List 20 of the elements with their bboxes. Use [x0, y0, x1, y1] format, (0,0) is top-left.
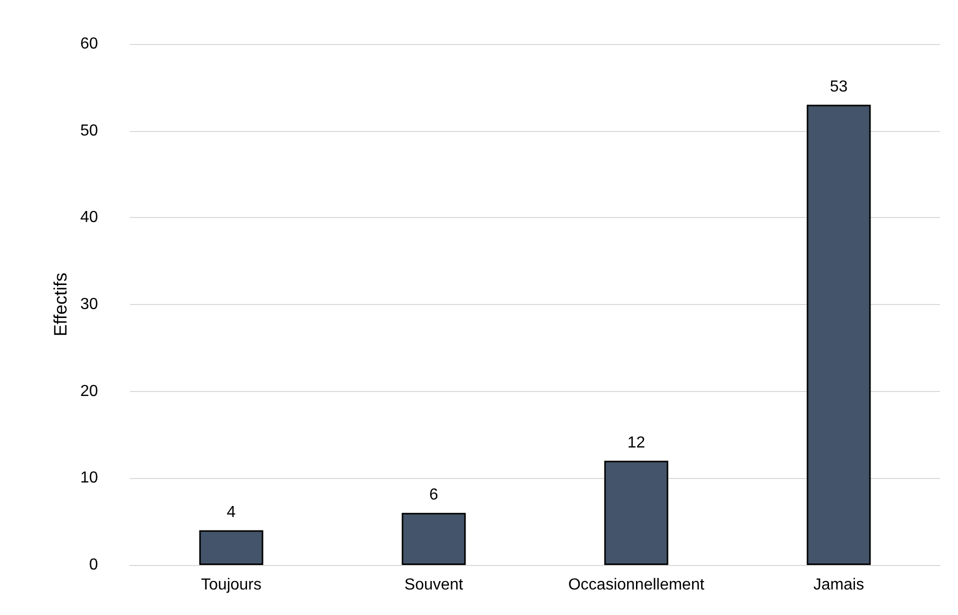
- y-tick-label: 10: [80, 470, 98, 487]
- y-tick-label: 20: [80, 382, 98, 400]
- bar: [604, 460, 668, 565]
- data-label: 4: [226, 504, 236, 521]
- bar: [806, 104, 871, 565]
- y-tick-label: 30: [80, 296, 98, 313]
- y-tick-label: 50: [80, 122, 98, 140]
- y-tick-label: 40: [80, 209, 98, 226]
- y-tick-label: 60: [80, 36, 98, 52]
- data-label: 6: [429, 486, 438, 504]
- x-tick-label: Occasionnellement: [568, 576, 705, 594]
- y-tick-label: 0: [89, 556, 98, 574]
- x-tick-label: Souvent: [404, 576, 464, 594]
- bar: [402, 512, 466, 565]
- data-label: 12: [627, 434, 646, 452]
- x-tick-label: Jamais: [813, 576, 864, 594]
- bar: [199, 530, 264, 565]
- y-axis-title: Effectifs: [50, 272, 70, 336]
- data-label: 53: [830, 78, 848, 96]
- x-tick-label: Toujours: [201, 576, 262, 594]
